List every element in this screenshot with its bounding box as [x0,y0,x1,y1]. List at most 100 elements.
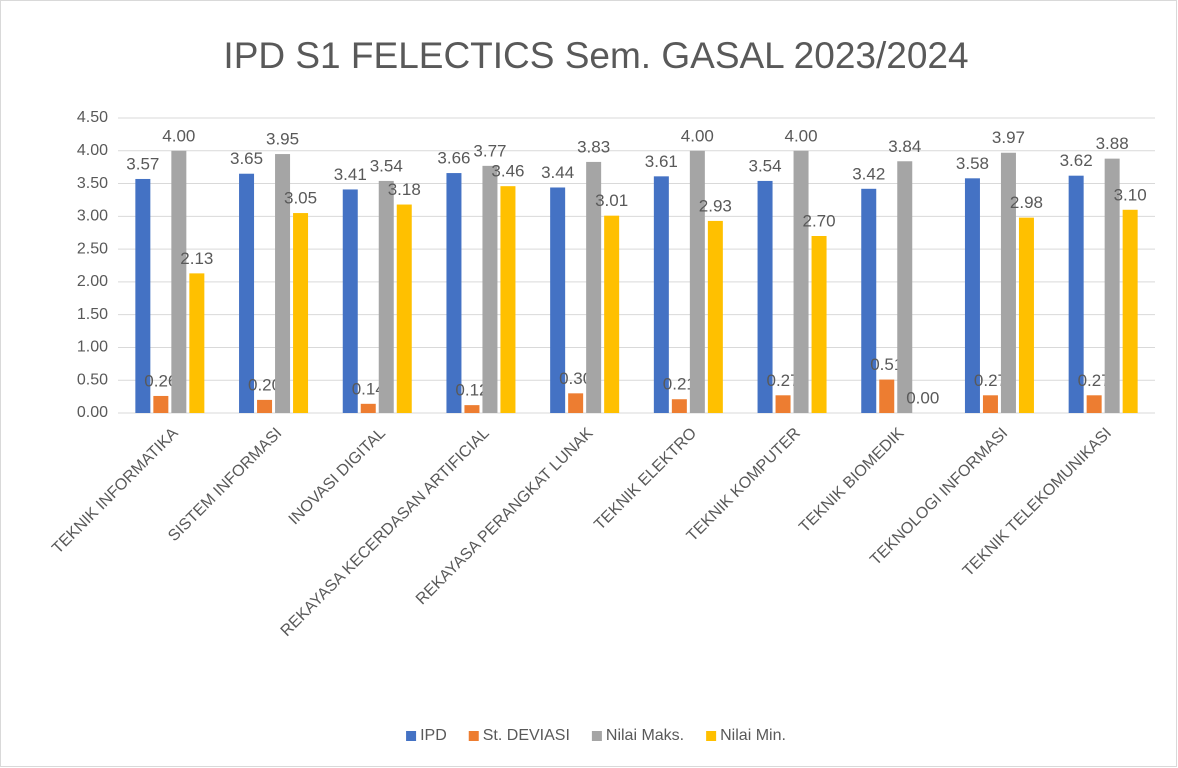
y-tick-label: 2.50 [77,240,108,257]
bar [586,161,602,413]
legend-item: Nilai Maks. [591,727,684,744]
bar [293,213,309,413]
bar [982,395,998,413]
data-label: 3.83 [577,137,610,156]
data-label: 3.95 [266,130,299,149]
legend-swatch [468,731,479,741]
data-label: 4.00 [681,126,714,145]
data-label: 3.10 [1114,185,1147,204]
y-tick-label: 4.00 [77,142,108,159]
y-tick-label: 1.00 [77,339,108,356]
bar [464,405,480,413]
bar [707,220,723,413]
data-label: 0.27 [1078,371,1111,390]
bar [1122,209,1138,413]
data-label: 3.54 [749,156,782,175]
data-label: 3.18 [388,180,421,199]
data-label: 2.93 [699,196,732,215]
data-label: 3.46 [491,162,524,181]
data-label: 0.12 [455,381,488,400]
bar [189,273,205,413]
bar [671,399,687,413]
data-label: 4.00 [162,126,195,145]
bar [1000,152,1016,413]
bar [482,165,498,413]
chart-title: IPD S1 FELECTICS Sem. GASAL 2023/2024 [223,35,968,76]
data-label: 3.88 [1096,134,1129,153]
data-label: 0.30 [559,369,592,388]
bar [879,379,895,413]
y-tick-label: 3.00 [77,208,108,225]
bar [897,161,913,413]
data-label: 3.61 [645,152,678,171]
data-label: 3.77 [473,141,506,160]
bar [757,180,773,413]
bar [239,173,255,413]
data-label: 0.27 [767,371,800,390]
bar [360,403,376,413]
legend-label: Nilai Min. [720,727,786,744]
legend-swatch [591,731,602,741]
bar [378,180,394,413]
data-label: 3.01 [595,191,628,210]
data-label: 0.51 [870,355,903,374]
bar [861,188,877,413]
bar [568,393,584,413]
bar [171,150,187,413]
data-label: 3.62 [1060,151,1093,170]
data-label: 0.21 [663,375,696,394]
legend-label: IPD [420,727,447,744]
bar [153,395,169,413]
data-label: 3.66 [437,149,470,168]
bar [257,399,273,413]
legend-swatch [706,731,717,741]
data-label: 3.41 [334,165,367,184]
data-label: 3.44 [541,163,574,182]
bar [1068,175,1084,413]
data-label: 2.70 [803,211,836,230]
bar [342,189,358,413]
y-tick-label: 1.50 [77,306,108,323]
data-label: 3.84 [888,137,921,156]
data-label: 3.42 [852,164,885,183]
data-label: 3.05 [284,189,317,208]
bar [1018,217,1034,413]
bar [1104,158,1120,413]
data-label: 0.27 [974,371,1007,390]
legend-label: St. DEVIASI [483,727,570,744]
bar [653,176,669,413]
data-label: 2.13 [180,249,213,268]
y-tick-label: 2.00 [77,273,108,290]
data-label: 2.98 [1010,193,1043,212]
data-label: 3.54 [370,156,403,175]
bar [446,173,462,413]
bar [1086,395,1102,413]
bar [135,178,151,413]
bar [275,154,291,414]
bar [396,204,412,413]
data-label: 3.58 [956,154,989,173]
data-label: 3.57 [126,154,159,173]
bar [550,187,566,413]
legend-item: Nilai Min. [706,727,786,744]
y-tick-label: 0.50 [77,371,108,388]
data-label: 0.26 [144,371,177,390]
bar [793,150,809,413]
y-tick-label: 3.50 [77,175,108,192]
bar [604,215,620,413]
bar [689,150,705,413]
data-label: 3.65 [230,149,263,168]
bar [964,178,980,413]
data-label: 3.97 [992,128,1025,147]
bar [775,395,791,413]
bar [811,236,827,413]
data-label: 0.00 [906,388,939,407]
y-tick-label: 4.50 [77,109,108,126]
data-label: 4.00 [785,126,818,145]
legend-item: IPD [406,727,447,744]
legend-swatch [406,731,417,741]
legend-label: Nilai Maks. [606,727,684,744]
data-label: 0.14 [352,379,385,398]
data-label: 0.20 [248,375,281,394]
